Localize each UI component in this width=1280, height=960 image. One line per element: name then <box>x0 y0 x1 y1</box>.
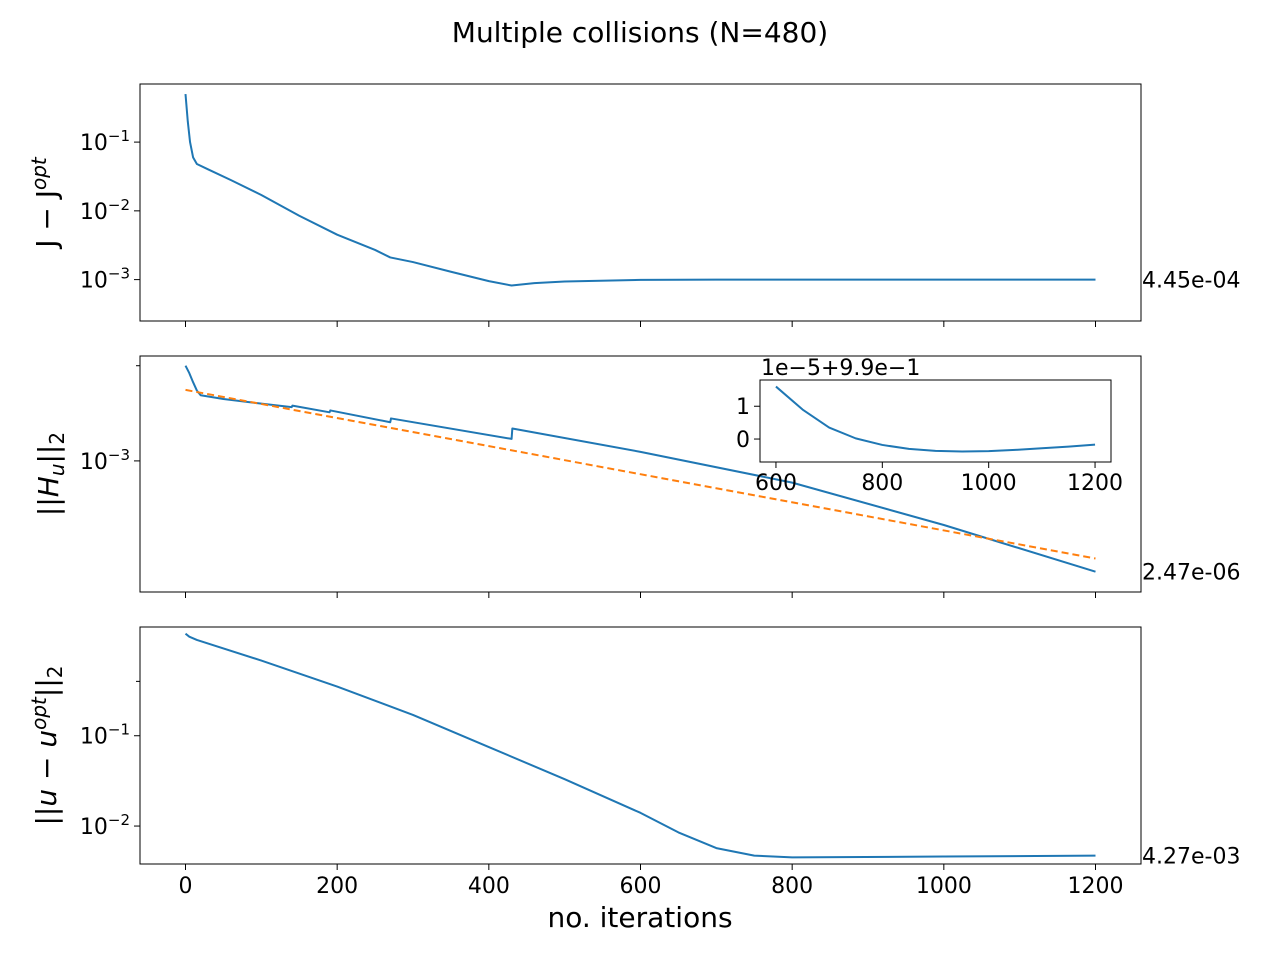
panel-3-lines <box>184 632 1096 859</box>
inset-xtick-label-800: 800 <box>861 471 903 496</box>
x-axis-label: no. iterations <box>547 901 732 934</box>
panel-3-end-label: 4.27e-03 <box>1142 845 1240 870</box>
panel-2-series-1 <box>184 365 1096 573</box>
inset-xtick-label-1000: 1000 <box>961 471 1017 496</box>
panel-1-ylabel: J − Jopt <box>27 156 63 250</box>
inset-ytick-label: 0 <box>736 428 750 453</box>
panel-3: 0 200 400 600 800 1000 1200 10−1 10−2 4.27e-03 ||u… <box>27 626 1240 899</box>
panel-2-series-2 <box>185 388 1096 560</box>
panel-3-xtick-label-1200: 1200 <box>1068 874 1124 899</box>
panel-3-xtick-label-400: 400 <box>468 874 510 899</box>
panel-1-lines <box>184 93 1096 287</box>
inset-series-1 <box>775 385 1096 453</box>
panel-3-ytick-label: 10−1 <box>80 721 130 750</box>
panels: 10−1 10−2 10−3 4.45e-04 J − Jopt 10−3 2.47e-06… <box>27 83 1240 899</box>
figure-title: Multiple collisions (N=480) <box>452 16 828 49</box>
panel-3-frame <box>139 626 1142 865</box>
panel-3-ytick-label: 10−2 <box>80 811 130 840</box>
panel-2-ylabel: ||Hu||2 <box>32 432 69 516</box>
inset-offset-label: 1e−5+9.9e−1 <box>761 356 920 381</box>
panel-3-xtick-label-0: 0 <box>179 874 193 899</box>
inset-background <box>760 380 1111 462</box>
panel-1-frame <box>139 83 1142 322</box>
panel-3-xtick-label-200: 200 <box>316 874 358 899</box>
panel-3-xtick-label-800: 800 <box>771 874 813 899</box>
inset-ytick-label: 1 <box>736 395 750 420</box>
panel-3-ylabel: ||u − uopt||2 <box>27 665 67 825</box>
panel-1-end-label: 4.45e-04 <box>1142 269 1240 294</box>
panel-1-ytick-label: 10−2 <box>80 196 130 225</box>
inset: 600 800 1000 1200 1 0 1e−5+9.9e−1 <box>736 356 1123 496</box>
inset-xtick-label-600: 600 <box>755 471 797 496</box>
panel-1-series-1 <box>184 93 1096 287</box>
inset-xtick-label-1200: 1200 <box>1067 471 1123 496</box>
panel-3-series-1 <box>184 632 1096 859</box>
inset-frame <box>759 379 1112 463</box>
panel-2-ytick-label: 10−3 <box>80 446 130 475</box>
panel-2-lines <box>184 365 1096 573</box>
panel-3-xtick-label-600: 600 <box>620 874 662 899</box>
panel-1-ytick-label: 10−1 <box>80 127 130 156</box>
panel-2: 10−3 2.47e-06 ||Hu||2 600 800 1000 1200 1 0 1e−5+… <box>32 355 1240 598</box>
panel-1: 10−1 10−2 10−3 4.45e-04 J − Jopt <box>27 83 1240 327</box>
panel-1-ytick-label: 10−3 <box>80 265 130 294</box>
panel-3-xtick-label-1000: 1000 <box>916 874 972 899</box>
panel-2-end-label: 2.47e-06 <box>1142 561 1240 586</box>
